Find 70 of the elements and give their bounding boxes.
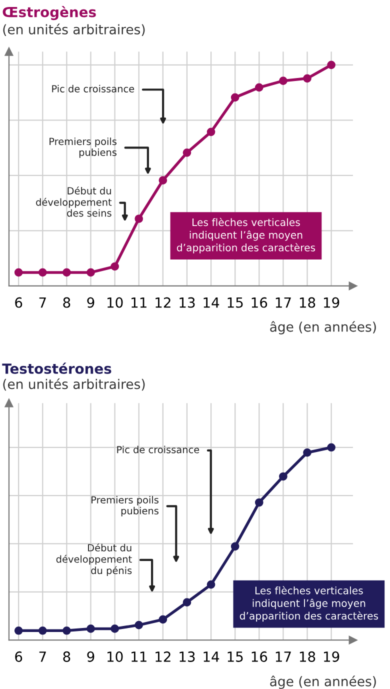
x-tick-label: 18	[300, 651, 316, 662]
x-tick-label: 13	[180, 651, 195, 662]
x-tick-label: 17	[276, 297, 291, 308]
point	[254, 83, 264, 92]
point	[327, 60, 336, 70]
point	[182, 148, 192, 157]
point	[86, 268, 95, 277]
x-tick-label: 11	[132, 652, 146, 662]
annotation: Début du développement du pénis	[56, 544, 132, 576]
x-tick-label: 8	[63, 297, 70, 308]
annotation: Les flèches verticales indiquent l’âge moyen d’apparition des caractères	[176, 218, 316, 254]
annotation: Pic de croissance	[117, 446, 200, 454]
x-tick-label: 16	[252, 297, 268, 308]
point	[279, 76, 288, 86]
point	[279, 472, 288, 481]
point	[254, 498, 264, 507]
x-tick-label: 15	[228, 297, 243, 308]
x-tick-label: 19	[324, 297, 340, 308]
chart-subtitle: (en unités arbitraires)	[3, 24, 145, 36]
annotation: Début du développement des seins	[36, 186, 112, 217]
annotation: Pic de croissance	[52, 84, 134, 92]
point	[230, 93, 240, 102]
chart-subtitle: (en unités arbitraires)	[3, 378, 145, 391]
point	[182, 598, 192, 606]
point	[110, 262, 119, 271]
x-tick-label: 17	[276, 652, 291, 662]
point	[62, 626, 71, 635]
point	[303, 74, 312, 83]
x-tick-label: 16	[252, 651, 268, 662]
point	[86, 624, 95, 633]
point	[230, 542, 240, 551]
annotation: Premiers poils pubiens	[50, 138, 117, 158]
x-tick-label: 12	[156, 651, 170, 662]
x-tick-label: 8	[63, 651, 70, 662]
x-axis-title: âge (en années)	[270, 676, 376, 689]
point	[206, 128, 216, 136]
point	[38, 268, 47, 277]
point	[110, 624, 119, 633]
x-tick-label: 14	[204, 652, 220, 662]
annotation: Les flèches verticales indiquent l’âge moyen d’apparition des caractères	[240, 586, 378, 622]
x-axis-title: âge (en années)	[270, 321, 376, 334]
annotation: Premiers poils pubiens	[92, 496, 158, 516]
point	[158, 176, 168, 184]
point	[134, 620, 144, 630]
x-tick-label: 9	[87, 651, 94, 662]
point	[14, 626, 23, 635]
point	[38, 626, 47, 635]
x-tick-label: 12	[156, 297, 170, 308]
x-tick-label: 7	[39, 652, 46, 662]
x-tick-label: 15	[228, 652, 243, 662]
point	[327, 443, 336, 452]
x-tick-label: 11	[132, 297, 146, 308]
point	[14, 268, 23, 277]
x-tick-label: 13	[180, 297, 195, 308]
x-tick-label: 19	[324, 651, 340, 662]
point	[62, 268, 71, 277]
point	[134, 214, 144, 223]
x-tick-label: 14	[204, 297, 220, 308]
x-tick-label: 10	[108, 297, 123, 308]
x-tick-label: 6	[15, 651, 22, 662]
point	[303, 448, 312, 457]
chart-title: Œstrogènes	[2, 6, 96, 20]
point	[206, 580, 216, 589]
point	[158, 615, 168, 624]
x-tick-label: 9	[87, 297, 94, 308]
x-tick-label: 7	[39, 297, 46, 308]
x-tick-label: 18	[300, 297, 316, 308]
x-tick-label: 6	[15, 297, 22, 308]
x-tick-label: 10	[108, 651, 123, 662]
chart-title: Testostérones	[2, 362, 112, 374]
